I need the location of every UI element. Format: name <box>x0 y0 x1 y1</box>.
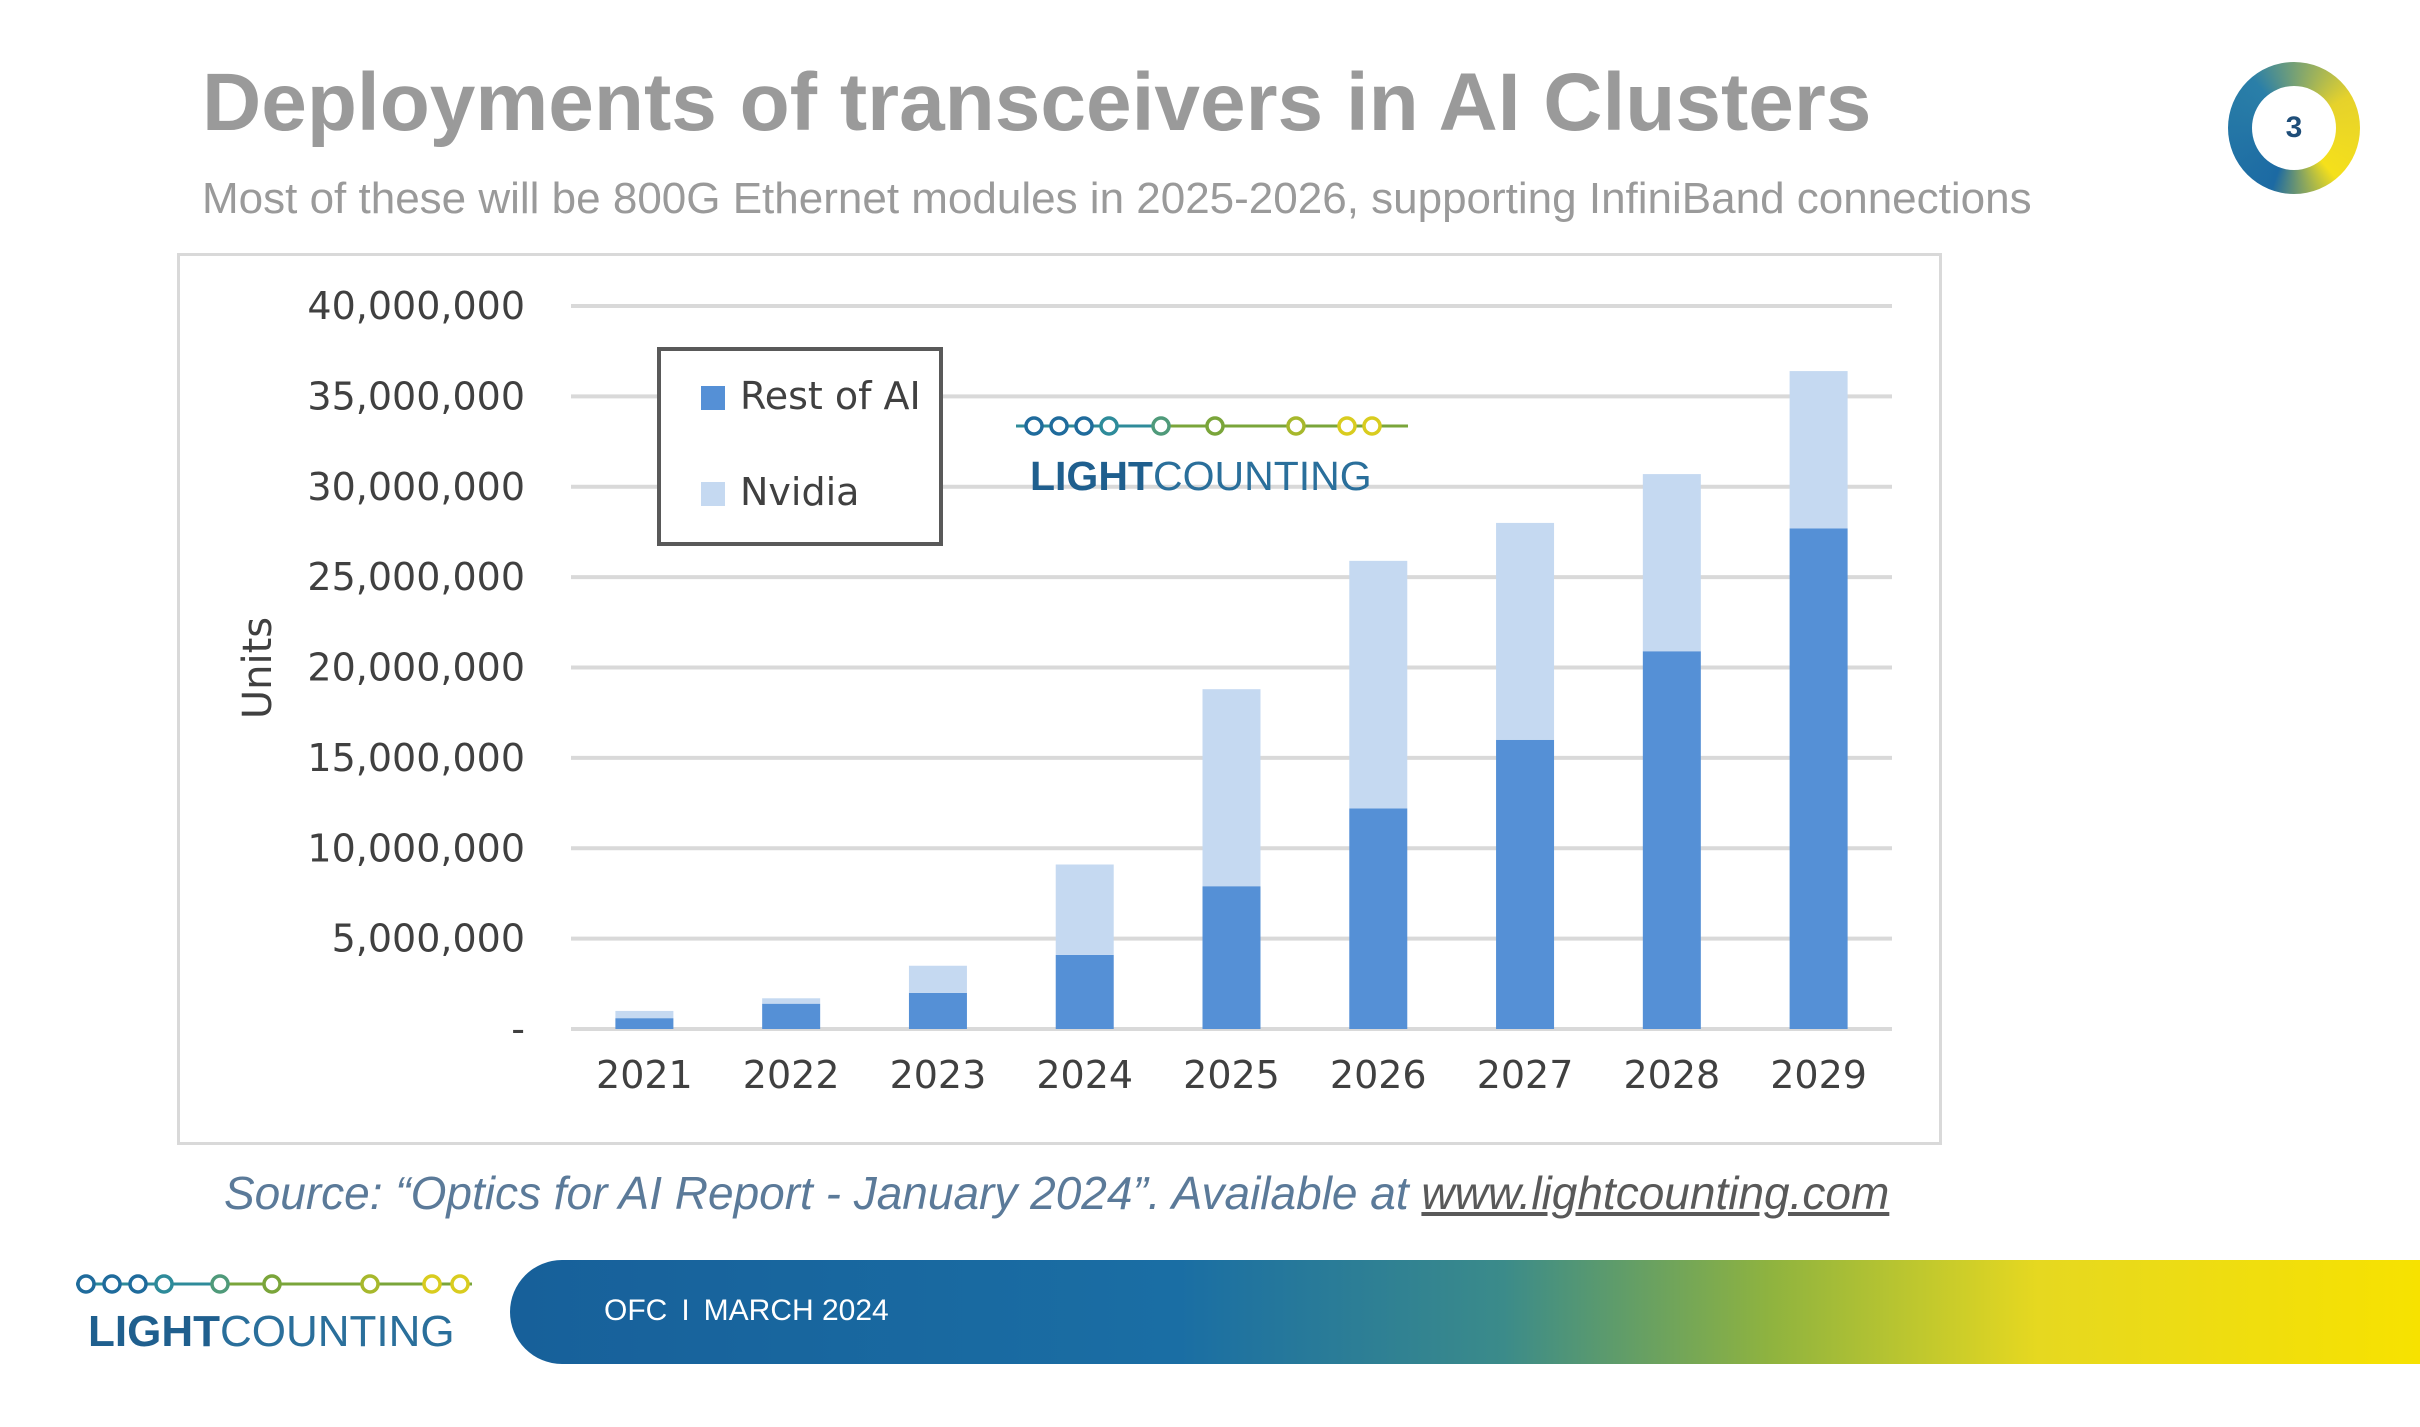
x-tick-label: 2027 <box>1477 1053 1574 1097</box>
bar-rest-of-ai-2028 <box>1642 651 1701 1029</box>
bar-rest-of-ai-2022 <box>762 1003 821 1029</box>
x-tick-label: 2021 <box>596 1053 693 1097</box>
footer-date: MARCH 2024 <box>703 1294 889 1327</box>
x-tick-label: 2024 <box>1036 1053 1133 1097</box>
chart-logo: LIGHTCOUNTING <box>1016 416 1408 499</box>
page-number: 3 <box>2252 86 2336 170</box>
slide-subtitle: Most of these will be 800G Ethernet modu… <box>202 174 2032 223</box>
y-tick-label: 10,000,000 <box>307 826 525 870</box>
y-tick-label: 25,000,000 <box>307 555 525 599</box>
y-axis-label: Units <box>235 617 281 719</box>
chart-frame: - 5,000,000 10,000,000 15,000,000 20,000,000… <box>177 253 1942 1145</box>
logo-dots <box>1024 416 1382 436</box>
y-tick-label: - <box>511 1007 525 1051</box>
bar-rest-of-ai-2024 <box>1055 954 1114 1029</box>
bar-nvidia-2029 <box>1789 371 1848 529</box>
footer-event: OFC <box>604 1294 668 1327</box>
y-tick-label: 15,000,000 <box>307 736 525 780</box>
bar-rest-of-ai-2023 <box>908 992 967 1029</box>
y-tick-label: 20,000,000 <box>307 646 525 690</box>
bars <box>615 371 1848 1029</box>
bar-rest-of-ai-2021 <box>615 1018 674 1029</box>
bar-nvidia-2022 <box>762 998 821 1004</box>
chart-logo-light: LIGHT <box>1030 453 1153 499</box>
legend-label-nvidia: Nvidia <box>740 470 859 514</box>
chart-legend: Rest of AI Nvidia <box>657 347 943 546</box>
x-tick-label: 2028 <box>1623 1053 1720 1097</box>
x-tick-label: 2026 <box>1330 1053 1427 1097</box>
source-note: Source: “Optics for AI Report - January … <box>224 1166 1889 1220</box>
bar-nvidia-2025 <box>1202 689 1261 887</box>
x-tick-label: 2022 <box>743 1053 840 1097</box>
footer-separator: I <box>681 1294 690 1327</box>
source-link[interactable]: www.lightcounting.com <box>1421 1167 1890 1219</box>
bar-rest-of-ai-2026 <box>1349 808 1408 1029</box>
bar-nvidia-2021 <box>615 1010 674 1019</box>
page-number-badge: 3 <box>2228 62 2360 194</box>
x-tick-label: 2029 <box>1770 1053 1867 1097</box>
bar-rest-of-ai-2025 <box>1202 886 1261 1029</box>
bar-nvidia-2024 <box>1055 864 1114 955</box>
bar-nvidia-2027 <box>1496 522 1555 740</box>
chart-logo-counting: COUNTING <box>1153 453 1372 499</box>
bar-rest-of-ai-2027 <box>1496 739 1555 1029</box>
legend-label-rest-of-ai: Rest of AI <box>740 374 921 418</box>
legend-swatch-rest-of-ai <box>701 386 725 410</box>
slide-title: Deployments of transceivers in AI Cluste… <box>202 57 1872 148</box>
bar-nvidia-2028 <box>1642 474 1701 652</box>
footer-logo-counting: COUNTING <box>220 1307 455 1356</box>
svg-text:LIGHTCOUNTING: LIGHTCOUNTING <box>88 1307 455 1356</box>
bar-rest-of-ai-2029 <box>1789 528 1848 1029</box>
footer-logo-light: LIGHT <box>88 1307 220 1356</box>
bar-nvidia-2026 <box>1349 560 1408 809</box>
legend-swatch-nvidia <box>701 482 725 506</box>
y-tick-label: 40,000,000 <box>307 284 525 328</box>
footer-logo: LIGHTCOUNTING <box>76 1274 472 1356</box>
svg-text:LIGHTCOUNTING: LIGHTCOUNTING <box>1030 453 1372 499</box>
bar-nvidia-2023 <box>908 965 967 993</box>
footer-text: OFC I MARCH 2024 <box>604 1294 889 1328</box>
y-tick-label: 5,000,000 <box>332 917 525 961</box>
stacked-bar-chart: - 5,000,000 10,000,000 15,000,000 20,000,000… <box>235 284 1892 1097</box>
y-tick-label: 30,000,000 <box>307 465 525 509</box>
footer-bar: OFC I MARCH 2024 <box>510 1260 2420 1364</box>
x-axis-ticks: 2021 2022 2023 2024 2025 2026 2027 2028 2029 <box>596 1053 1867 1097</box>
x-tick-label: 2023 <box>890 1053 987 1097</box>
source-text: Source: “Optics for AI Report - January … <box>224 1167 1422 1219</box>
x-tick-label: 2025 <box>1183 1053 1280 1097</box>
y-axis-ticks: - 5,000,000 10,000,000 15,000,000 20,000,000… <box>307 284 525 1051</box>
y-tick-label: 35,000,000 <box>307 374 525 418</box>
